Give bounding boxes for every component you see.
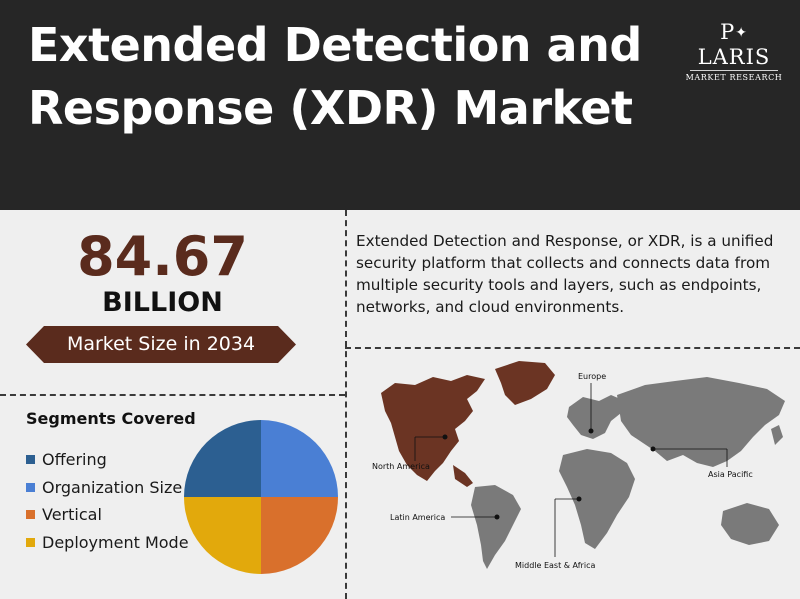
pie-slice-organization-size — [261, 420, 338, 497]
legend-label: Vertical — [42, 505, 102, 524]
legend-swatch — [26, 510, 35, 520]
market-size-label: Market Size in 2034 — [66, 333, 256, 355]
region-label-europe: Europe — [578, 372, 607, 381]
asia-pacific-dot-marker — [650, 446, 656, 452]
legend-item: Offering — [26, 446, 189, 474]
left-divider — [0, 394, 345, 396]
north-america-landmass — [381, 361, 555, 487]
asia-landmass — [617, 377, 785, 467]
header-banner: Extended Detection and Response (XDR) Ma… — [0, 0, 800, 210]
world-map — [381, 361, 785, 569]
legend-item: Organization Size — [26, 474, 189, 502]
latin-america-dot-marker — [494, 514, 500, 520]
market-size-ribbon: Market Size in 2034 — [26, 326, 296, 363]
market-description: Extended Detection and Response, or XDR,… — [356, 232, 774, 316]
page-title: Extended Detection and Response (XDR) Ma… — [28, 14, 668, 140]
pie-slice-deployment-mode — [184, 497, 261, 574]
logo-name: P✦ LARIS — [684, 20, 784, 69]
mea-dot-marker — [576, 496, 582, 502]
legend-label: Organization Size — [42, 477, 183, 497]
legend-swatch — [26, 482, 35, 492]
pie-slice-offering — [184, 420, 261, 497]
legend-swatch — [26, 455, 35, 465]
market-unit: BILLION — [102, 287, 223, 318]
segments-pie — [184, 420, 338, 574]
legend-label: Deployment Mode — [42, 532, 189, 552]
africa-landmass — [559, 449, 635, 549]
logo-name-prefix: P — [720, 20, 736, 44]
australia-landmass — [721, 503, 779, 545]
market-value: 84.67 — [77, 225, 248, 288]
region-label-asia-pacific: Asia Pacific — [708, 470, 753, 479]
right-divider — [345, 347, 800, 349]
compass-star-icon: ✦ — [735, 25, 748, 41]
title-line-1: Extended Detection and — [28, 18, 642, 72]
south-america-landmass — [471, 485, 521, 569]
europe-landmass — [567, 395, 625, 439]
logo-divider — [690, 70, 778, 71]
segments-legend: Offering Organization Size Vertical Depl… — [26, 446, 189, 556]
title-line-2: Response (XDR) Market — [28, 81, 633, 135]
north-america-dot-marker — [442, 434, 448, 440]
legend-item: Vertical — [26, 501, 189, 529]
legend-item: Deployment Mode — [26, 529, 189, 557]
europe-dot-marker — [588, 428, 594, 434]
segments-title: Segments Covered — [26, 409, 196, 428]
pie-slice-vertical — [261, 497, 338, 574]
legend-swatch — [26, 537, 35, 547]
logo-subtitle: MARKET RESEARCH — [685, 73, 783, 82]
vertical-divider — [345, 210, 347, 599]
region-markers — [414, 383, 728, 557]
region-label-latin-america: Latin America — [390, 513, 446, 522]
logo-name-suffix: LARIS — [697, 45, 771, 69]
legend-label: Offering — [42, 450, 107, 469]
region-label-north-america: North America — [372, 462, 430, 471]
region-label-middle-east-africa: Middle East & Africa — [515, 561, 596, 570]
polaris-logo: P✦ LARIS MARKET RESEARCH — [684, 20, 784, 82]
